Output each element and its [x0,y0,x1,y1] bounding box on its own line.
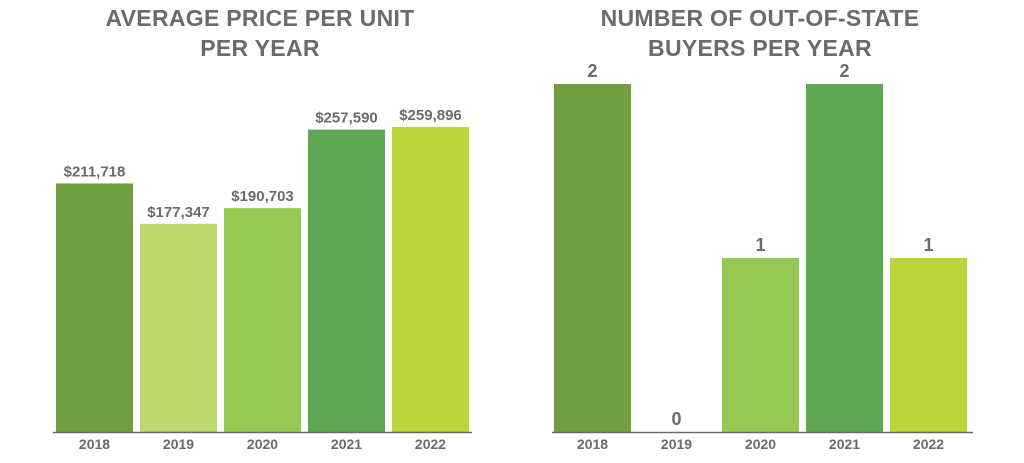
price-x-tick-2022: 2022 [415,436,446,452]
chart-title-price: AVERAGE PRICE PER UNIT PER YEAR [40,3,480,63]
buyers-bar-2018 [554,84,631,432]
buyers-bar-2022 [890,258,967,432]
buyers-x-tick-2019: 2019 [661,436,692,452]
buyers-x-tick-2022: 2022 [913,436,944,452]
price-bar-2020 [224,208,301,432]
buyers-value-label-2019: 0 [671,409,681,429]
buyers-value-label-2018: 2 [587,61,597,81]
price-value-label-2018: $211,718 [64,163,126,180]
price-bar-2022 [392,126,469,432]
buyers-x-tick-2018: 2018 [577,436,608,452]
price-x-tick-2019: 2019 [163,436,194,452]
price-value-label-2021: $257,590 [315,110,378,127]
price-bar-2018 [56,183,133,432]
chart-title-price-line-2: PER YEAR [200,35,320,61]
price-bar-chart: $211,718 2018 $177,347 2019 $190,703 2020 $257… [53,107,472,452]
price-bar-2019 [140,223,217,432]
chart-title-buyers-line-2: BUYERS PER YEAR [648,35,872,61]
buyers-bar-2021 [806,84,883,432]
chart-title-buyers: NUMBER OF OUT-OF-STATE BUYERS PER YEAR [540,3,980,63]
buyers-value-label-2022: 1 [923,235,933,255]
price-value-label-2020: $190,703 [231,188,294,205]
price-value-label-2019: $177,347 [147,204,210,221]
buyers-value-label-2020: 1 [755,235,765,255]
buyers-bar-chart: 2 2018 0 2019 1 2020 2 2021 1 2022 [552,61,973,452]
buyers-x-tick-2020: 2020 [745,436,776,452]
chart-title-price-line-1: AVERAGE PRICE PER UNIT [105,5,415,31]
price-bar-2021 [308,129,385,432]
price-value-label-2022: $259,896 [399,107,462,124]
price-x-tick-2021: 2021 [331,436,362,452]
price-x-tick-2020: 2020 [247,436,278,452]
chart-title-buyers-line-1: NUMBER OF OUT-OF-STATE [600,5,920,31]
buyers-value-label-2021: 2 [839,61,849,81]
buyers-bar-2020 [722,258,799,432]
buyers-x-tick-2021: 2021 [829,436,860,452]
price-x-tick-2018: 2018 [79,436,110,452]
